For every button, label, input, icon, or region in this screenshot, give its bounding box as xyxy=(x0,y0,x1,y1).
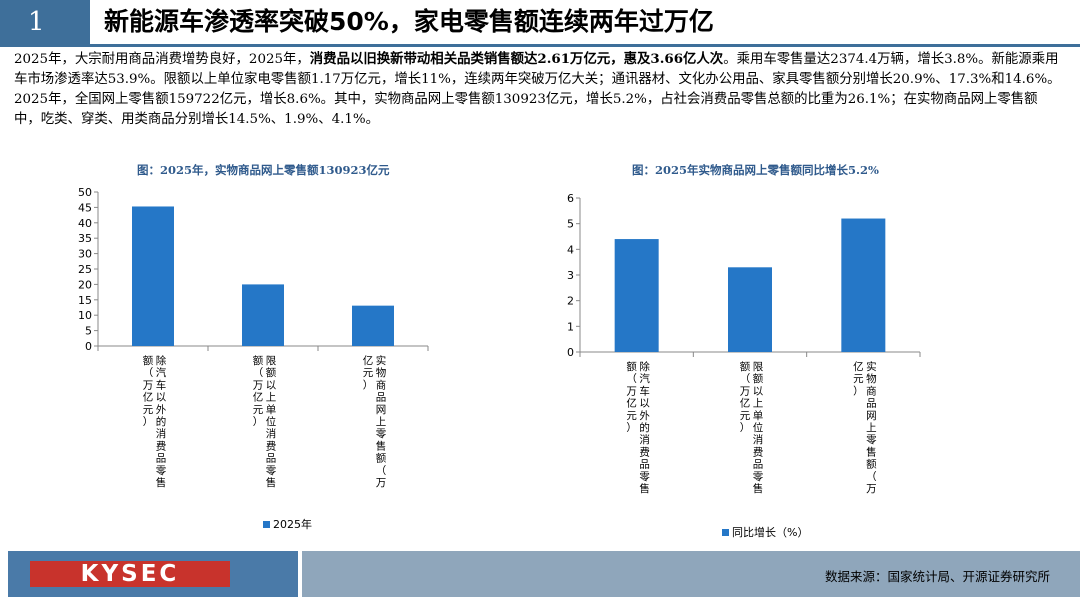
legend-label: 2025年 xyxy=(273,518,312,531)
y-tick-label: 3 xyxy=(567,269,574,282)
svg-text:除汽车以外的消费品零售: 除汽车以外的消费品零售 xyxy=(639,360,650,495)
bar xyxy=(728,267,772,352)
svg-text:亿元）: 亿元） xyxy=(853,360,864,397)
svg-text:限额以上单位消费品零售: 限额以上单位消费品零售 xyxy=(266,355,277,489)
y-tick-label: 10 xyxy=(78,309,92,322)
header-rule xyxy=(0,44,1080,47)
category-label: 实物商品网上零售额（万亿元） xyxy=(853,360,877,495)
y-tick-label: 4 xyxy=(567,243,574,256)
svg-text:限额以上单位消费品零售: 限额以上单位消费品零售 xyxy=(753,361,764,495)
y-tick-label: 15 xyxy=(78,294,92,307)
y-tick-label: 40 xyxy=(78,217,92,230)
y-tick-label: 0 xyxy=(85,340,92,353)
bold-highlight: 消费品以旧换新带动相关品类销售额达2.61万亿元，惠及3.66亿人次 xyxy=(309,51,724,67)
bar xyxy=(242,284,284,346)
chart-1: 05101520253035404550除汽车以外的消费品零售额（万亿元）限额以… xyxy=(78,186,429,489)
chart-2-title: 图：2025年实物商品网上零售额同比增长5.2% xyxy=(632,163,879,177)
bar xyxy=(132,206,174,346)
y-tick-label: 20 xyxy=(78,278,92,291)
data-source: 数据来源：国家统计局、开源证券研究所 xyxy=(824,569,1050,584)
y-tick-label: 25 xyxy=(78,263,92,276)
chart-1-title: 图：2025年，实物商品网上零售额130923亿元 xyxy=(137,163,390,177)
section-number: 1 xyxy=(0,0,90,44)
svg-text:额（万亿元）: 额（万亿元） xyxy=(143,354,154,428)
y-tick-label: 1 xyxy=(567,320,574,333)
page-title: 新能源车渗透率突破50%，家电零售额连续两年过万亿 xyxy=(104,7,714,36)
legend-label: 同比增长（%） xyxy=(732,526,809,539)
legend-swatch xyxy=(722,528,729,536)
svg-text:除汽车以外的消费品零售: 除汽车以外的消费品零售 xyxy=(156,354,167,489)
y-tick-label: 30 xyxy=(78,248,92,261)
y-tick-label: 2 xyxy=(567,295,574,308)
y-tick-label: 45 xyxy=(78,201,92,214)
paragraph-2: 2025年，全国网上零售额159722亿元，增长8.6%。其中，实物商品网上零售… xyxy=(14,92,1038,127)
svg-text:额（万亿元）: 额（万亿元） xyxy=(253,354,264,428)
chart-1-legend: 2025年 xyxy=(263,516,312,532)
kysec-logo: KYSEC xyxy=(30,561,230,587)
y-tick-label: 50 xyxy=(78,186,92,199)
y-tick-label: 6 xyxy=(567,192,574,205)
y-tick-label: 5 xyxy=(85,325,92,338)
footer-right-band xyxy=(302,551,1080,597)
svg-text:额（万亿元）: 额（万亿元） xyxy=(626,360,637,434)
svg-text:实物商品网上零售额（万: 实物商品网上零售额（万 xyxy=(866,360,877,495)
svg-text:亿元）: 亿元） xyxy=(363,354,374,391)
category-label: 实物商品网上零售额（万亿元） xyxy=(363,354,387,489)
y-tick-label: 5 xyxy=(567,218,574,231)
y-tick-label: 35 xyxy=(78,232,92,245)
chart-2-legend: 同比增长（%） xyxy=(722,524,808,540)
y-tick-label: 0 xyxy=(567,346,574,359)
header-bar: 1 新能源车渗透率突破50%，家电零售额连续两年过万亿 xyxy=(0,0,1080,44)
bar xyxy=(352,305,394,346)
legend-swatch xyxy=(263,520,270,528)
svg-text:额（万亿元）: 额（万亿元） xyxy=(740,360,751,434)
paragraph-1: 2025年，大宗耐用商品消费增势良好，2025年，消费品以旧换新带动相关品类销售… xyxy=(14,51,1061,87)
chart-2: 0123456除汽车以外的消费品零售额（万亿元）限额以上单位消费品零售额（万亿元… xyxy=(567,192,921,495)
bar xyxy=(614,239,659,352)
bar xyxy=(841,218,886,352)
svg-text:实物商品网上零售额（万: 实物商品网上零售额（万 xyxy=(376,354,387,489)
body-text: 2025年，大宗耐用商品消费增势良好，2025年，消费品以旧换新带动相关品类销售… xyxy=(14,49,1064,130)
